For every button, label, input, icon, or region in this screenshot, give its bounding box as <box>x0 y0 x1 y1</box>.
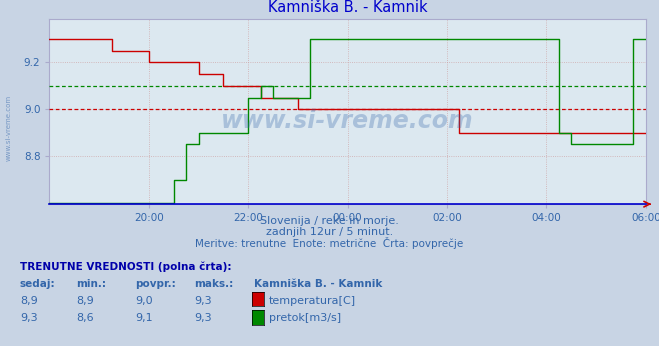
Text: Slovenija / reke in morje.: Slovenija / reke in morje. <box>260 216 399 226</box>
Text: www.si-vreme.com: www.si-vreme.com <box>5 95 11 161</box>
Text: 9,0: 9,0 <box>135 296 153 306</box>
Text: 9,1: 9,1 <box>135 313 153 323</box>
Text: 9,3: 9,3 <box>20 313 38 323</box>
Title: Kamniška B. - Kamnik: Kamniška B. - Kamnik <box>268 0 428 15</box>
Text: Meritve: trenutne  Enote: metrične  Črta: povprečje: Meritve: trenutne Enote: metrične Črta: … <box>195 237 464 249</box>
Text: temperatura[C]: temperatura[C] <box>269 296 356 306</box>
Text: 8,9: 8,9 <box>20 296 38 306</box>
Text: povpr.:: povpr.: <box>135 279 176 289</box>
Text: 8,6: 8,6 <box>76 313 94 323</box>
Text: 8,9: 8,9 <box>76 296 94 306</box>
Text: 9,3: 9,3 <box>194 313 212 323</box>
Text: Kamniška B. - Kamnik: Kamniška B. - Kamnik <box>254 279 382 289</box>
Text: www.si-vreme.com: www.si-vreme.com <box>221 109 474 133</box>
Text: zadnjih 12ur / 5 minut.: zadnjih 12ur / 5 minut. <box>266 227 393 237</box>
Text: TRENUTNE VREDNOSTI (polna črta):: TRENUTNE VREDNOSTI (polna črta): <box>20 261 231 272</box>
Text: maks.:: maks.: <box>194 279 234 289</box>
Text: min.:: min.: <box>76 279 106 289</box>
Text: pretok[m3/s]: pretok[m3/s] <box>269 313 341 323</box>
Text: 9,3: 9,3 <box>194 296 212 306</box>
Text: sedaj:: sedaj: <box>20 279 55 289</box>
